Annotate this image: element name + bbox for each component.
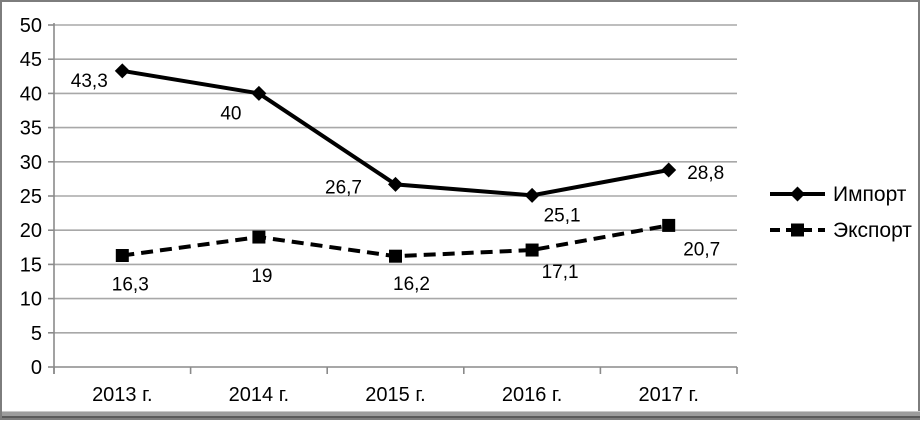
data-point-label: 28,8 xyxy=(687,163,724,184)
series-1-marker xyxy=(115,249,129,263)
series-0-marker xyxy=(251,85,267,101)
y-tick-label: 10 xyxy=(20,289,42,311)
y-tick-label: 20 xyxy=(20,220,42,242)
y-tick-label: 5 xyxy=(31,323,42,345)
y-tick-label: 50 xyxy=(20,15,42,37)
legend-swatch-marker-0 xyxy=(790,186,805,202)
series-0-marker xyxy=(388,176,403,192)
data-point-label: 40 xyxy=(220,103,241,124)
series-0-marker xyxy=(524,187,540,203)
data-point-label: 17,1 xyxy=(542,262,579,283)
data-point-label: 20,7 xyxy=(683,239,720,260)
y-tick-label: 25 xyxy=(20,186,42,208)
y-tick-label: 35 xyxy=(20,118,42,140)
series-1-marker xyxy=(252,230,266,244)
series-1-marker xyxy=(662,218,676,232)
x-axis-label: 2014 г. xyxy=(229,384,289,406)
legend-swatch-marker-1 xyxy=(791,223,804,237)
x-axis-label: 2015 г. xyxy=(365,384,425,406)
frame-bottom-edge xyxy=(2,411,920,418)
series-1-marker xyxy=(525,243,539,257)
data-point-label: 25,1 xyxy=(544,205,581,226)
y-tick-label: 30 xyxy=(20,152,42,174)
series-0-marker xyxy=(661,162,677,178)
series-0-marker xyxy=(114,63,130,79)
y-tick-label: 45 xyxy=(20,49,42,71)
y-tick-label: 15 xyxy=(20,254,42,276)
data-point-label: 16,2 xyxy=(393,274,430,295)
x-axis-label: 2013 г. xyxy=(92,384,152,406)
legend-label: Экспорт xyxy=(833,219,912,242)
data-point-label: 16,3 xyxy=(112,275,149,296)
y-tick-label: 0 xyxy=(31,357,42,379)
series-line-0 xyxy=(121,68,670,198)
legend-label: Импорт xyxy=(833,183,907,206)
data-point-label: 19 xyxy=(251,266,272,287)
data-point-label: 43,3 xyxy=(71,71,108,92)
y-tick-label: 40 xyxy=(20,83,42,105)
x-axis-label: 2016 г. xyxy=(502,384,562,406)
series-1-marker xyxy=(389,249,402,263)
x-axis-label: 2017 г. xyxy=(638,384,698,406)
data-point-label: 26,7 xyxy=(325,177,362,198)
